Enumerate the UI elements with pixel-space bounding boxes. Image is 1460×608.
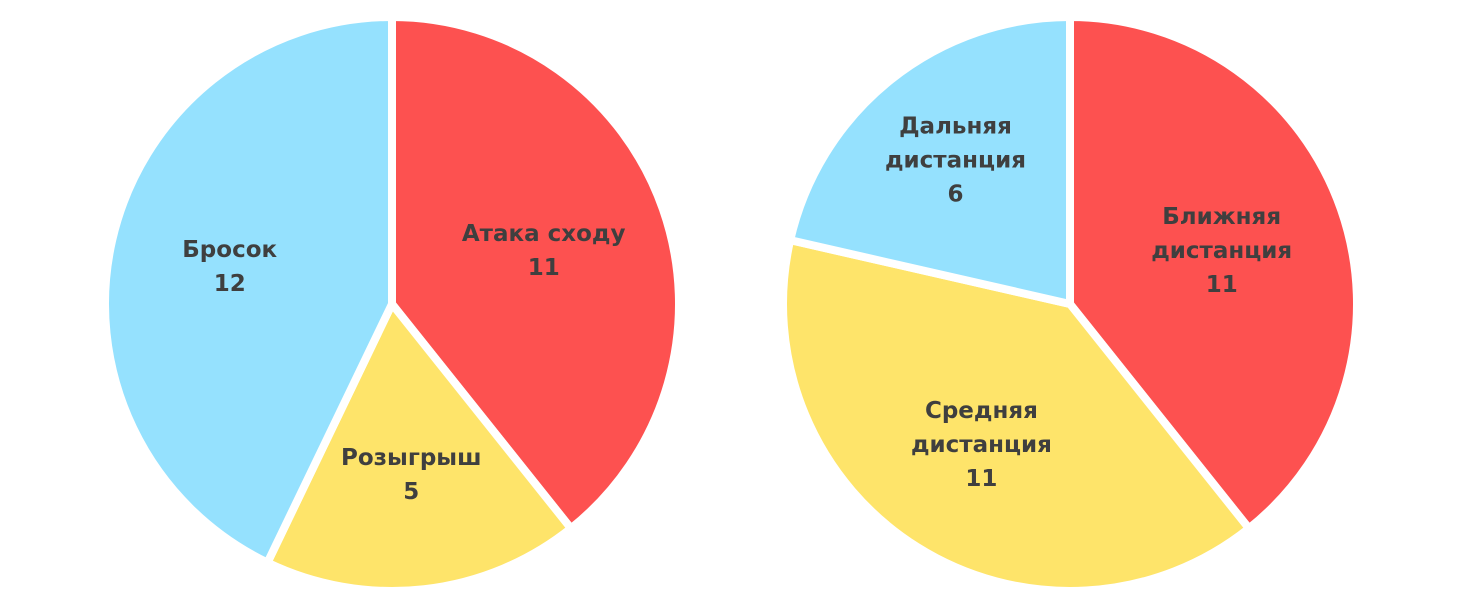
slice-data-label: Розыгрыш 5 — [341, 445, 482, 505]
slice-value: 5 — [403, 479, 419, 505]
slice-label-line: Розыгрыш — [341, 445, 482, 471]
slice-value: 11 — [1206, 271, 1238, 297]
slice-label-line: дистанция — [1151, 237, 1292, 263]
slice-label-line: Средняя — [925, 397, 1038, 423]
slice-data-label: Бросок 12 — [182, 236, 277, 296]
slice-value: 11 — [965, 465, 997, 491]
pie-slice — [388, 13, 683, 533]
slice-label-line: дистанция — [885, 147, 1026, 173]
slice-data-label: Дальняя дистанция 6 — [885, 113, 1026, 207]
slice-value: 12 — [214, 270, 246, 296]
pie-chart-throw-types: Атака сходу 11 Розыгрыш 5 Бросок 12 — [101, 13, 683, 595]
pie-slice — [786, 13, 1074, 308]
slice-label-line: Атака сходу — [462, 220, 626, 246]
pie-chart-distances: Ближняя дистанция 11 Средняя дистанция 11 Даль… — [779, 13, 1361, 595]
slice-label-line: Ближняя — [1162, 203, 1281, 229]
slice-label-line: Дальняя — [899, 113, 1012, 139]
slice-value: 6 — [947, 181, 963, 207]
pie-slice — [101, 13, 396, 567]
slice-data-label: Ближняя дистанция 11 — [1151, 203, 1292, 297]
pie-slice — [263, 300, 575, 595]
slice-label-line: дистанция — [911, 431, 1052, 457]
slice-data-label: Средняя дистанция 11 — [911, 397, 1052, 491]
pie-slice — [1066, 13, 1361, 533]
slice-data-label: Атака сходу 11 — [462, 220, 626, 280]
pie-slice — [779, 236, 1253, 595]
slice-label-line: Бросок — [182, 236, 277, 262]
slice-value: 11 — [528, 254, 560, 280]
